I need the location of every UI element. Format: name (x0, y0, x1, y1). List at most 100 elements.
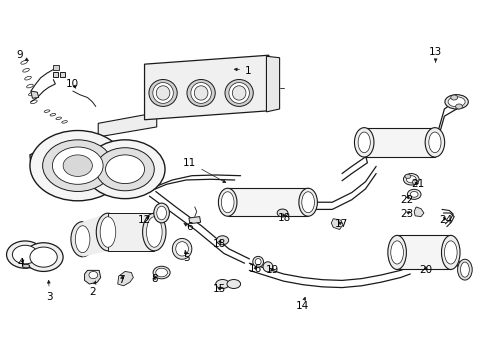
Text: 17: 17 (334, 219, 347, 229)
Ellipse shape (441, 235, 459, 270)
Ellipse shape (428, 132, 440, 153)
Polygon shape (108, 213, 154, 251)
Polygon shape (118, 271, 133, 286)
Polygon shape (413, 207, 423, 217)
Text: 10: 10 (66, 79, 79, 89)
Text: 19: 19 (265, 265, 279, 275)
Circle shape (156, 268, 167, 277)
Ellipse shape (407, 189, 420, 199)
Ellipse shape (460, 262, 468, 277)
Ellipse shape (186, 80, 215, 107)
Ellipse shape (96, 213, 120, 251)
Circle shape (30, 131, 125, 201)
Ellipse shape (142, 213, 165, 251)
Ellipse shape (277, 209, 287, 217)
Ellipse shape (154, 203, 169, 223)
Polygon shape (31, 91, 39, 98)
Text: 16: 16 (248, 264, 261, 274)
Circle shape (455, 104, 462, 109)
Text: 4: 4 (18, 258, 24, 268)
Ellipse shape (252, 256, 263, 267)
Ellipse shape (298, 188, 317, 216)
Polygon shape (53, 65, 59, 69)
Text: 9: 9 (16, 50, 28, 60)
Circle shape (450, 95, 457, 100)
Ellipse shape (89, 271, 98, 279)
Ellipse shape (228, 82, 249, 103)
Polygon shape (82, 213, 108, 257)
Text: 1: 1 (234, 66, 251, 76)
Ellipse shape (218, 188, 237, 216)
Ellipse shape (146, 217, 162, 247)
Ellipse shape (215, 279, 229, 288)
Circle shape (6, 241, 43, 268)
Circle shape (52, 147, 103, 184)
Ellipse shape (216, 236, 228, 245)
Ellipse shape (457, 259, 471, 280)
Text: 2: 2 (89, 281, 96, 297)
Ellipse shape (447, 97, 464, 107)
Ellipse shape (194, 86, 207, 100)
Text: 22: 22 (399, 195, 412, 205)
Circle shape (409, 192, 417, 197)
Ellipse shape (255, 258, 261, 265)
Polygon shape (330, 219, 342, 229)
Ellipse shape (221, 192, 234, 213)
Ellipse shape (403, 174, 418, 185)
Ellipse shape (22, 264, 30, 268)
Circle shape (105, 155, 144, 184)
Circle shape (404, 174, 410, 179)
Circle shape (85, 140, 164, 199)
Ellipse shape (75, 226, 90, 253)
Text: 5: 5 (183, 250, 190, 263)
Text: 3: 3 (46, 280, 53, 302)
Circle shape (406, 176, 415, 183)
Ellipse shape (190, 82, 211, 103)
Polygon shape (144, 55, 268, 120)
Ellipse shape (157, 206, 166, 220)
Ellipse shape (100, 217, 116, 247)
Polygon shape (84, 270, 101, 284)
Ellipse shape (172, 238, 191, 259)
Polygon shape (53, 72, 58, 77)
Text: 7: 7 (118, 275, 124, 285)
Text: 23: 23 (399, 209, 412, 219)
Ellipse shape (263, 262, 272, 272)
Text: 20: 20 (419, 265, 431, 275)
Ellipse shape (390, 241, 403, 264)
Circle shape (12, 245, 38, 264)
Text: 18: 18 (277, 213, 290, 222)
Polygon shape (60, 72, 65, 77)
Ellipse shape (175, 242, 188, 256)
Ellipse shape (357, 132, 369, 153)
Ellipse shape (153, 82, 173, 103)
Ellipse shape (226, 279, 240, 288)
Ellipse shape (232, 86, 245, 100)
Text: 12: 12 (138, 215, 151, 225)
Polygon shape (98, 113, 157, 137)
Text: 13: 13 (428, 46, 441, 62)
Ellipse shape (71, 222, 94, 257)
Ellipse shape (444, 241, 456, 264)
Ellipse shape (156, 86, 169, 100)
Polygon shape (227, 188, 307, 216)
Ellipse shape (444, 95, 468, 109)
Polygon shape (266, 56, 279, 112)
Polygon shape (364, 128, 434, 157)
Text: 11: 11 (183, 158, 225, 183)
Ellipse shape (354, 128, 373, 157)
Circle shape (30, 247, 57, 267)
Text: 8: 8 (151, 274, 157, 284)
Ellipse shape (387, 235, 406, 270)
Text: 15: 15 (212, 284, 225, 294)
Circle shape (411, 180, 417, 184)
Ellipse shape (153, 266, 170, 279)
Ellipse shape (424, 128, 444, 157)
Circle shape (63, 155, 92, 176)
Circle shape (24, 243, 63, 271)
Circle shape (42, 140, 113, 192)
Text: 18: 18 (212, 239, 225, 249)
Ellipse shape (301, 192, 314, 213)
Circle shape (96, 148, 154, 191)
Ellipse shape (224, 80, 253, 107)
